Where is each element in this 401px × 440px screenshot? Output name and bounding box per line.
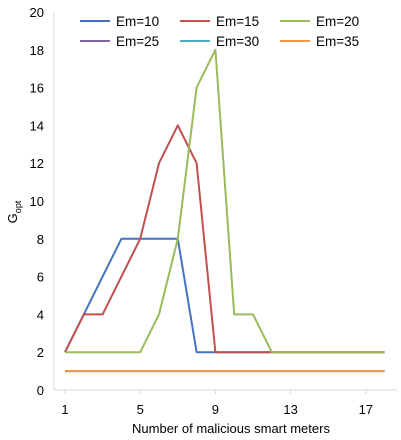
x-axis-title: Number of malicious smart meters <box>132 421 330 436</box>
y-tick-labels: 0 2 4 6 8 10 12 14 16 18 20 <box>30 5 44 398</box>
x-tick-label: 17 <box>359 402 373 417</box>
y-axis-title-subscript: opt <box>13 200 23 213</box>
series-line-em-15 <box>64 124 385 354</box>
y-tick-label: 2 <box>37 345 44 360</box>
y-tick-label: 14 <box>30 118 44 133</box>
legend-label: Em=20 <box>316 14 359 29</box>
x-tick-labels: 1 5 9 13 17 <box>61 390 373 417</box>
series-lines <box>64 48 385 373</box>
axes <box>53 12 397 391</box>
x-tick-label: 5 <box>137 402 144 417</box>
y-axis-title-main: G <box>5 213 20 223</box>
y-tick-label: 6 <box>37 270 44 285</box>
legend-label: Em=30 <box>216 34 259 49</box>
legend-label: Em=10 <box>116 14 159 29</box>
y-tick-label: 10 <box>30 194 44 209</box>
legend-label: Em=15 <box>216 14 259 29</box>
y-tick-label: 12 <box>30 156 44 171</box>
y-tick-label: 18 <box>30 43 44 58</box>
x-tick-label: 9 <box>212 402 219 417</box>
x-tick-label: 1 <box>61 402 68 417</box>
y-axis-title: Gopt <box>5 200 23 223</box>
legend-label: Em=35 <box>316 34 359 49</box>
series-line-em-20 <box>65 48 385 354</box>
legend: Em=10 Em=15 Em=20 Em=25 Em=30 Em=35 <box>80 14 359 49</box>
y-tick-label: 20 <box>30 5 44 20</box>
y-tick-label: 16 <box>30 81 44 96</box>
y-tick-label: 8 <box>37 232 44 247</box>
x-tick-label: 13 <box>283 402 297 417</box>
y-tick-label: 0 <box>37 383 44 398</box>
legend-label: Em=25 <box>116 34 159 49</box>
y-tick-label: 4 <box>37 307 44 322</box>
